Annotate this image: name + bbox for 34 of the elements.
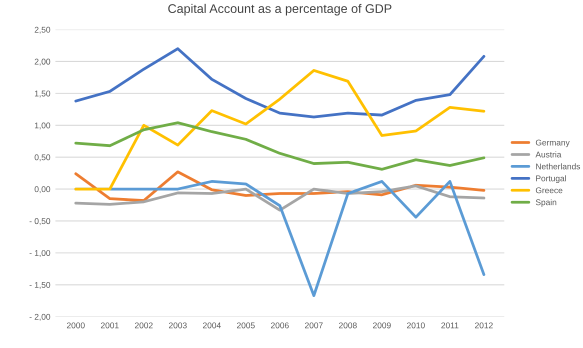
x-tick-label: 2008 bbox=[339, 322, 357, 328]
y-tick-label: 2,50 bbox=[34, 26, 50, 34]
x-tick-label: 2007 bbox=[305, 322, 323, 328]
x-tick-label: 2000 bbox=[66, 322, 85, 328]
legend-label: Spain bbox=[536, 199, 556, 207]
line-series bbox=[74, 69, 486, 190]
x-tick-label: 2010 bbox=[407, 322, 425, 328]
legend-label: Greece bbox=[536, 187, 562, 194]
y-tick-label: 0,00 bbox=[34, 186, 50, 194]
line-series bbox=[74, 121, 486, 171]
x-tick-label: 2002 bbox=[134, 322, 153, 328]
chart-title: Capital Account as a percentage of GDP bbox=[168, 4, 392, 16]
legend-label: Portugal bbox=[536, 175, 566, 183]
y-tick-label: - 1,50 bbox=[30, 282, 50, 289]
x-tick-label: 2001 bbox=[100, 322, 119, 328]
x-tick-label: 2012 bbox=[475, 322, 493, 328]
y-tick-label: - 0,50 bbox=[30, 218, 50, 226]
x-tick-label: 2006 bbox=[270, 322, 289, 328]
y-tick-label: 0,50 bbox=[34, 154, 50, 162]
y-tick-label: 1,00 bbox=[34, 122, 50, 130]
y-tick-label: - 2,00 bbox=[30, 314, 50, 321]
y-tick-label: - 1,00 bbox=[30, 250, 50, 257]
legend-label: Austria bbox=[535, 151, 562, 158]
line-series bbox=[74, 47, 486, 118]
x-tick-label: 2004 bbox=[202, 322, 221, 328]
x-tick-label: 2011 bbox=[441, 322, 458, 328]
x-tick-label: 2003 bbox=[168, 322, 187, 328]
x-tick-label: 2009 bbox=[373, 322, 391, 328]
x-tick-label: 2005 bbox=[236, 322, 255, 328]
legend-label: Germany bbox=[536, 140, 570, 148]
y-tick-label: 1,50 bbox=[34, 90, 50, 98]
y-tick-label: 2,00 bbox=[34, 58, 50, 66]
legend-label: Netherlands bbox=[536, 163, 580, 170]
line-series bbox=[74, 184, 486, 212]
